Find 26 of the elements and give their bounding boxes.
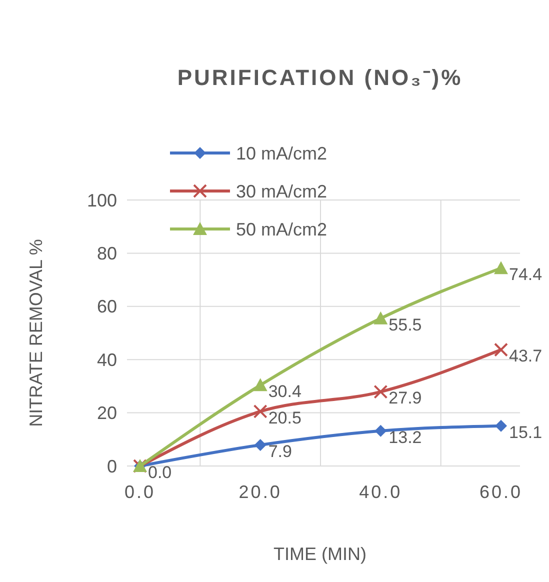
data-label: 7.9	[268, 442, 292, 461]
y-axis-title: NITRATE REMOVAL %	[26, 239, 46, 427]
legend-label: 50 mA/cm2	[236, 219, 328, 240]
x-axis-title: TIME (MIN)	[274, 544, 366, 564]
data-label: 13.2	[388, 428, 422, 447]
y-tick-label: 20	[96, 403, 117, 424]
data-label: 74.4	[509, 265, 542, 284]
chart-title: PURIFICATION (NO₃⁻)%	[177, 65, 463, 90]
data-label: 0.0	[148, 462, 172, 482]
x-tick-label: 60.0	[479, 482, 523, 502]
y-tick-label: 60	[96, 296, 117, 317]
x-tick-label: 20.0	[238, 482, 282, 502]
data-label: 20.5	[268, 408, 302, 428]
data-label: 15.1	[509, 422, 542, 442]
data-label: 30.4	[268, 382, 302, 402]
data-label: 55.5	[388, 315, 422, 334]
data-label: 27.9	[388, 388, 422, 408]
x-tick-label: 0.0	[124, 482, 156, 502]
y-tick-label: 0	[106, 456, 117, 476]
y-tick-label: 100	[86, 190, 117, 210]
legend-label: 10 mA/cm2	[236, 143, 328, 164]
x-tick-label: 40.0	[359, 482, 402, 502]
y-tick-label: 40	[96, 350, 117, 370]
data-label: 43.7	[509, 346, 542, 366]
y-tick-label: 80	[96, 244, 117, 264]
legend-label: 30 mA/cm2	[236, 181, 328, 202]
